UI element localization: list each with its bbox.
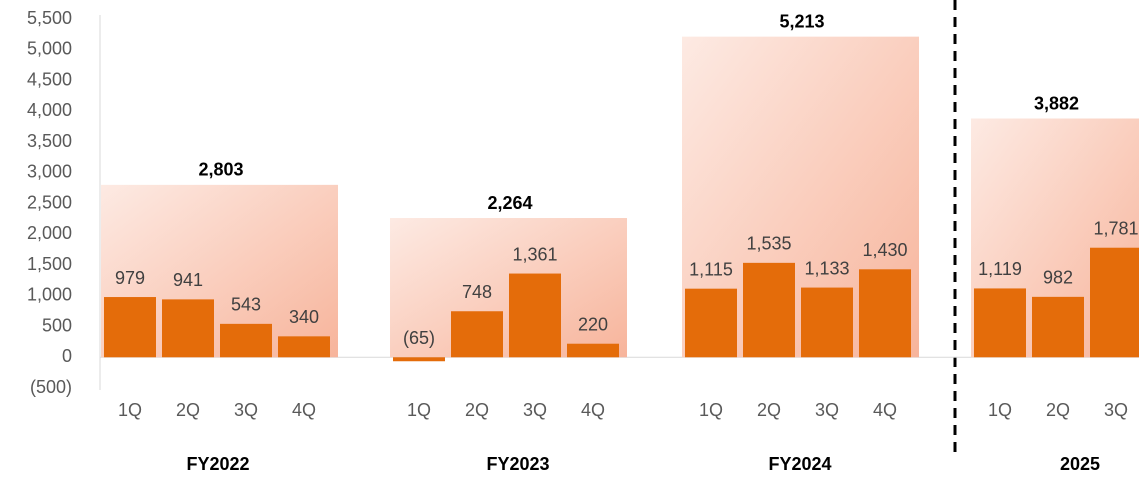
group-label: FY2022 xyxy=(186,454,249,474)
group-label: FY2024 xyxy=(768,454,831,474)
value-label: 748 xyxy=(462,282,492,302)
value-label: 941 xyxy=(173,270,203,290)
y-tick-label: 3,000 xyxy=(27,162,72,182)
x-tick-label: 3Q xyxy=(1104,400,1128,420)
bar xyxy=(451,311,503,358)
x-tick-label: 1Q xyxy=(699,400,723,420)
bar xyxy=(801,287,853,358)
value-label: 1,781 xyxy=(1093,218,1138,238)
bar xyxy=(104,297,156,358)
x-tick-label: 1Q xyxy=(118,400,142,420)
y-tick-label: 4,500 xyxy=(27,69,72,89)
y-tick-label: 3,500 xyxy=(27,131,72,151)
total-label: 3,882 xyxy=(1034,93,1079,113)
y-tick-label: 4,000 xyxy=(27,100,72,120)
total-label: 5,213 xyxy=(779,11,824,31)
value-label: 340 xyxy=(289,307,319,327)
value-label: 1,361 xyxy=(512,244,557,264)
total-box xyxy=(390,218,627,358)
x-tick-label: 2Q xyxy=(1046,400,1070,420)
x-tick-label: 2Q xyxy=(176,400,200,420)
y-tick-label: 1,000 xyxy=(27,285,72,305)
bar xyxy=(685,288,737,358)
bar xyxy=(743,262,795,358)
value-label: 543 xyxy=(231,295,261,315)
x-tick-label: 2Q xyxy=(757,400,781,420)
bar xyxy=(1090,247,1139,358)
bar xyxy=(567,343,619,358)
y-tick-label: 5,500 xyxy=(27,8,72,28)
total-label: 2,803 xyxy=(198,160,243,180)
value-label: 1,535 xyxy=(746,234,791,254)
bar xyxy=(974,288,1026,358)
x-tick-label: 1Q xyxy=(407,400,431,420)
x-tick-label: 3Q xyxy=(234,400,258,420)
value-label: 1,133 xyxy=(804,258,849,278)
value-label: (65) xyxy=(403,328,435,348)
bar xyxy=(509,273,561,358)
x-tick-label: 3Q xyxy=(523,400,547,420)
bar xyxy=(278,336,330,358)
bar xyxy=(1032,296,1084,358)
value-label: 979 xyxy=(115,268,145,288)
x-tick-label: 2Q xyxy=(465,400,489,420)
bar xyxy=(859,269,911,358)
x-tick-label: 4Q xyxy=(292,400,316,420)
x-tick-label: 3Q xyxy=(815,400,839,420)
group-label: FY2023 xyxy=(486,454,549,474)
y-tick-label: 0 xyxy=(62,346,72,366)
bar xyxy=(220,323,272,358)
y-tick-label: 5,000 xyxy=(27,39,72,59)
value-label: 1,119 xyxy=(978,259,1022,279)
value-label: 1,115 xyxy=(689,259,733,279)
group-label: 2025 xyxy=(1060,454,1100,474)
bar xyxy=(162,299,214,358)
y-tick-label: 2,500 xyxy=(27,192,72,212)
value-label: 982 xyxy=(1043,268,1073,288)
y-tick-label: 1,500 xyxy=(27,254,72,274)
y-tick-label: (500) xyxy=(30,377,72,397)
total-label: 2,264 xyxy=(487,193,532,213)
y-tick-label: 2,000 xyxy=(27,223,72,243)
x-tick-label: 4Q xyxy=(581,400,605,420)
value-label: 220 xyxy=(578,314,608,334)
x-tick-label: 1Q xyxy=(988,400,1012,420)
value-label: 1,430 xyxy=(862,240,907,260)
x-tick-label: 4Q xyxy=(873,400,897,420)
bar xyxy=(393,357,445,362)
y-tick-label: 500 xyxy=(42,315,72,335)
